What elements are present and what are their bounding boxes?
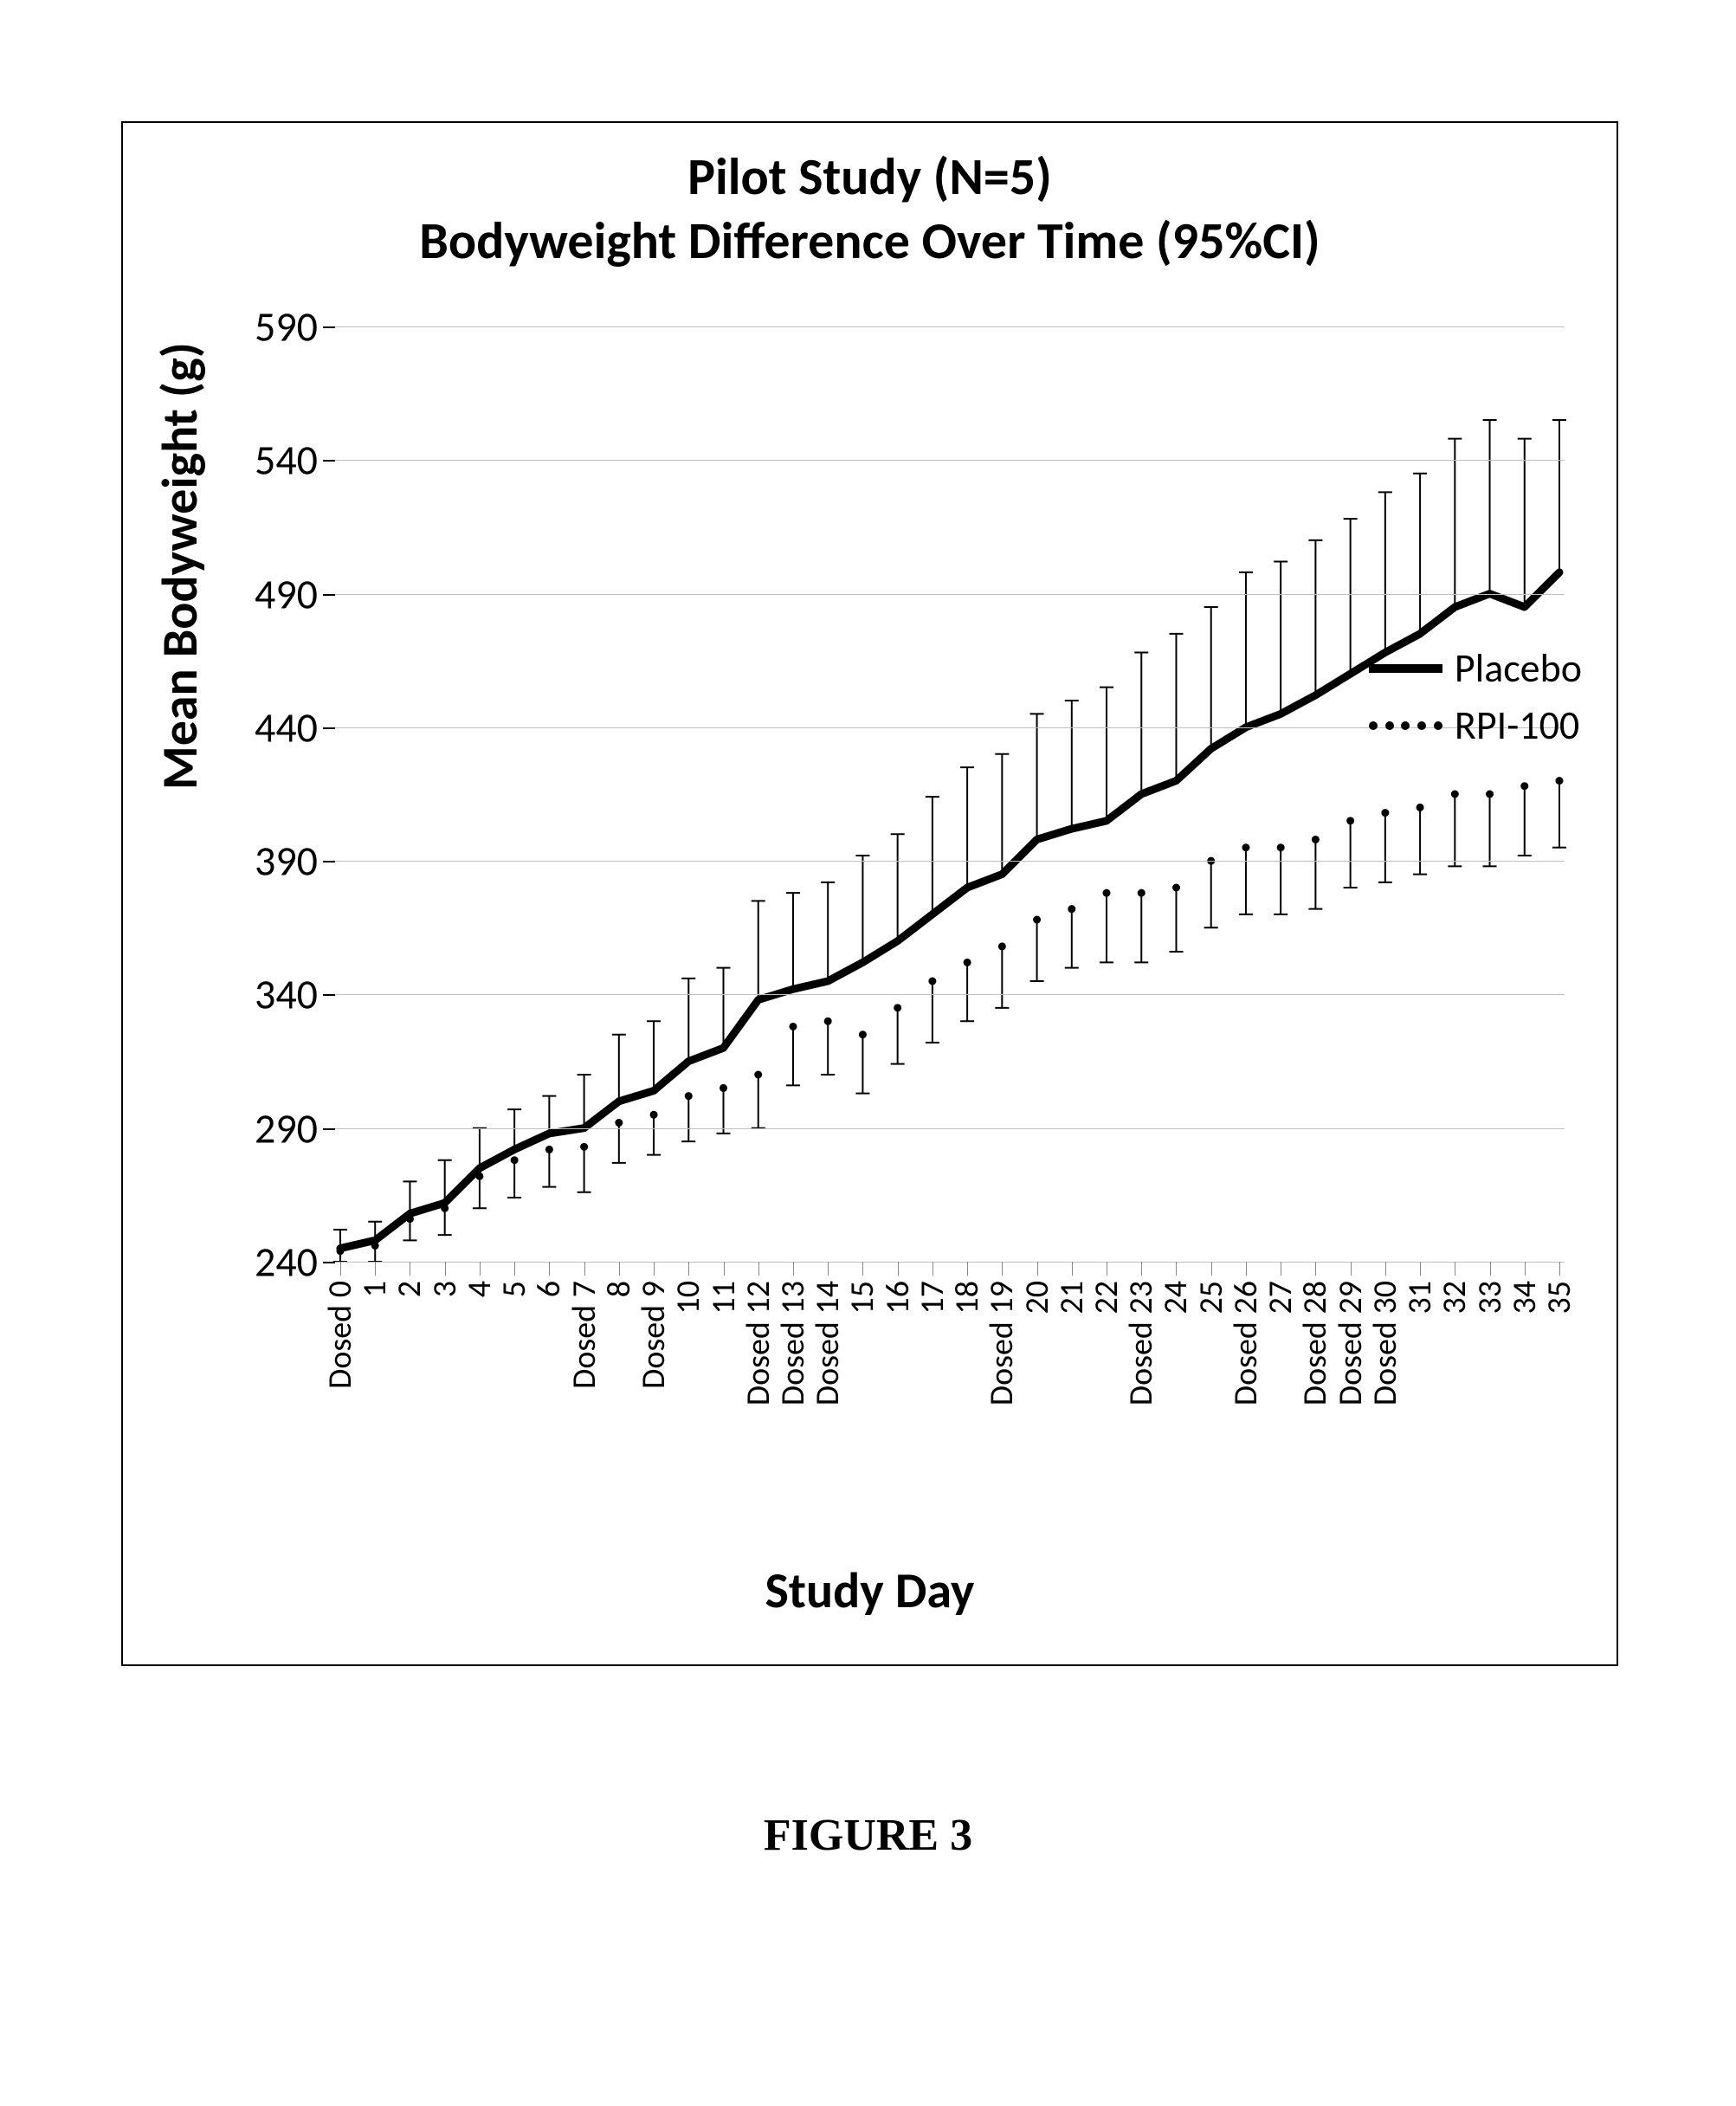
- legend-swatch-dotted: [1369, 721, 1442, 730]
- legend: Placebo RPI-100: [1369, 636, 1582, 759]
- y-tick-label: 540: [197, 435, 318, 486]
- x-tick-label: Dosed 7: [565, 1262, 604, 1389]
- chart-title-line-2: Bodyweight Difference Over Time (95%CI): [123, 213, 1617, 270]
- x-tick-label: 24: [1156, 1262, 1196, 1315]
- chart-svg: [335, 326, 1565, 1262]
- chart-container: Pilot Study (N=5) Bodyweight Difference …: [121, 121, 1618, 1666]
- legend-item-rpi100: RPI-100: [1369, 701, 1582, 750]
- plot-area: 240290340390440490540590Dosed 0123456Dos…: [335, 326, 1565, 1262]
- x-tick-label: 33: [1470, 1262, 1510, 1315]
- y-tick-label: 440: [197, 701, 318, 753]
- x-tick-label: 15: [842, 1262, 882, 1315]
- chart-title-line-1: Pilot Study (N=5): [123, 149, 1617, 206]
- legend-swatch-solid: [1369, 664, 1442, 673]
- x-tick-label: 32: [1435, 1262, 1475, 1315]
- x-tick-label: 3: [425, 1262, 465, 1297]
- x-tick-label: Dosed 29: [1331, 1262, 1371, 1405]
- x-tick-label: 10: [668, 1262, 708, 1315]
- x-tick-label: Dosed 19: [982, 1262, 1022, 1405]
- x-tick-label: 25: [1191, 1262, 1231, 1315]
- y-tick-label: 290: [197, 1102, 318, 1153]
- x-tick-label: 11: [704, 1262, 744, 1315]
- y-tick-label: 590: [197, 301, 318, 352]
- y-tick-label: 240: [197, 1237, 318, 1288]
- x-tick-label: 34: [1505, 1262, 1545, 1315]
- x-tick-label: Dosed 28: [1295, 1262, 1335, 1405]
- legend-label-placebo: Placebo: [1455, 644, 1582, 693]
- y-tick-label: 490: [197, 568, 318, 619]
- x-tick-label: 17: [913, 1262, 952, 1315]
- y-tick-label: 340: [197, 969, 318, 1020]
- x-tick-label: Dosed 12: [739, 1262, 778, 1405]
- chart-title-block: Pilot Study (N=5) Bodyweight Difference …: [123, 123, 1617, 270]
- x-tick-label: 21: [1052, 1262, 1092, 1315]
- x-tick-label: 2: [390, 1262, 429, 1297]
- x-tick-label: 8: [599, 1262, 639, 1297]
- x-axis-label: Study Day: [123, 1560, 1617, 1621]
- legend-label-rpi100: RPI-100: [1455, 701, 1579, 750]
- x-tick-label: 16: [878, 1262, 918, 1315]
- figure-caption: FIGURE 3: [0, 1810, 1736, 1861]
- x-tick-label: Dosed 30: [1365, 1262, 1405, 1405]
- x-tick-label: 20: [1017, 1262, 1057, 1315]
- x-tick-label: 35: [1539, 1262, 1579, 1315]
- y-tick-label: 390: [197, 836, 318, 887]
- x-tick-label: 4: [460, 1262, 500, 1297]
- legend-item-placebo: Placebo: [1369, 644, 1582, 693]
- x-tick-label: 6: [529, 1262, 569, 1297]
- page-root: Pilot Study (N=5) Bodyweight Difference …: [0, 0, 1736, 2106]
